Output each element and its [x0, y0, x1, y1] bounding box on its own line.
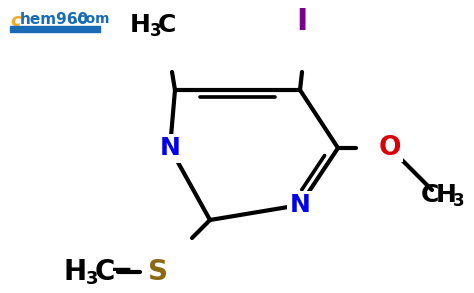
Text: N: N	[290, 193, 310, 217]
Text: 3: 3	[453, 192, 465, 210]
Text: 3: 3	[86, 270, 98, 288]
Text: H: H	[129, 13, 150, 37]
Text: H: H	[436, 183, 456, 207]
Text: −: −	[110, 256, 134, 284]
Bar	[10, 26, 100, 32]
Text: C: C	[158, 13, 176, 37]
Text: C: C	[421, 183, 439, 207]
Text: H: H	[64, 258, 87, 286]
Text: .com: .com	[73, 12, 110, 26]
Text: c: c	[10, 12, 21, 30]
Text: I: I	[296, 8, 308, 37]
Text: hem960: hem960	[20, 12, 89, 27]
Text: 3: 3	[150, 22, 162, 40]
Text: C: C	[95, 258, 115, 286]
Text: O: O	[379, 135, 401, 161]
Text: S: S	[148, 258, 168, 286]
Text: N: N	[160, 136, 181, 160]
